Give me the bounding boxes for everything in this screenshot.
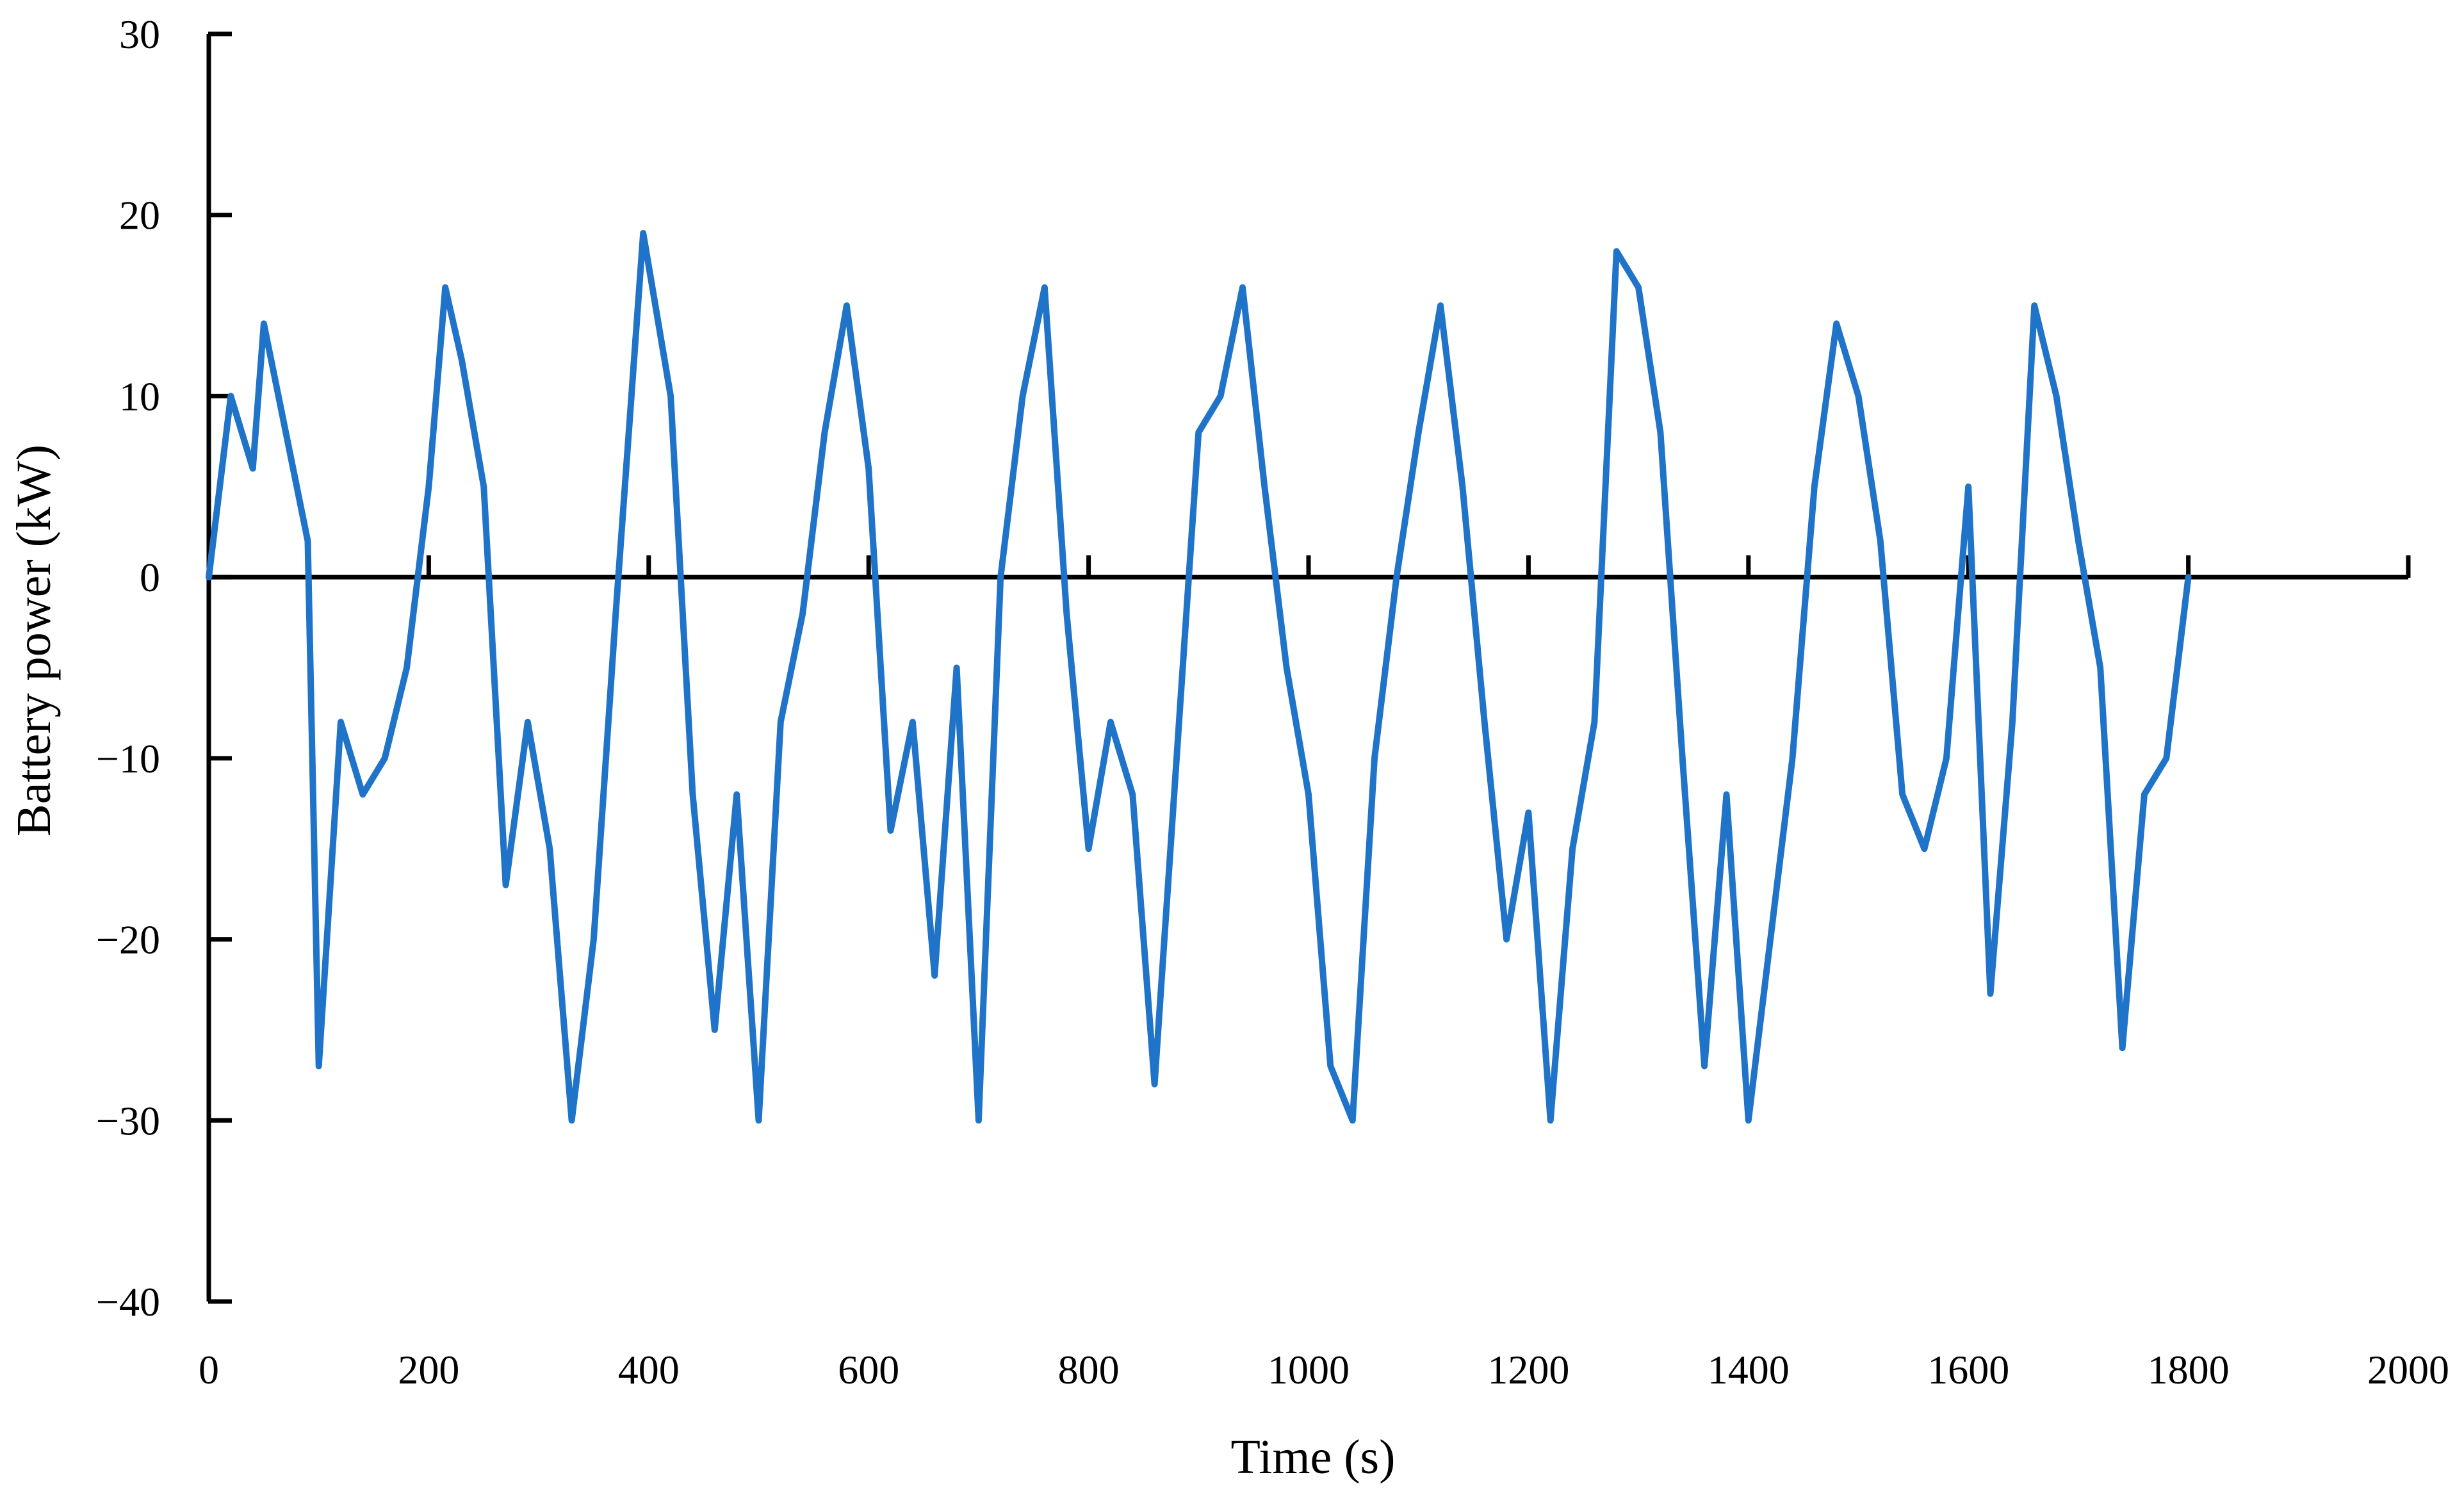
y-tick-label: −40 xyxy=(96,1279,160,1325)
y-tick-label: −30 xyxy=(96,1098,160,1143)
x-tick-label: 1000 xyxy=(1268,1347,1350,1392)
y-tick-label: 0 xyxy=(140,555,160,600)
x-tick-label: 200 xyxy=(398,1347,459,1392)
y-axis-ticks: 30 20 10 0 −10 −20 −30 −40 xyxy=(96,12,232,1325)
y-tick-label: −10 xyxy=(96,736,160,781)
series-group xyxy=(206,230,2192,1124)
x-tick-label: 0 xyxy=(199,1347,219,1392)
x-tick-label: 600 xyxy=(838,1347,899,1392)
battery-power-series-line xyxy=(206,230,2192,1124)
axes xyxy=(206,34,2408,1301)
y-tick-label: 10 xyxy=(119,373,160,419)
x-tick-label: 400 xyxy=(618,1347,680,1392)
x-tick-label: 1800 xyxy=(2148,1347,2230,1392)
y-tick-label: 30 xyxy=(119,12,160,57)
x-tick-label: 800 xyxy=(1058,1347,1120,1392)
x-tick-label: 1400 xyxy=(1708,1347,1790,1392)
y-tick-label: 20 xyxy=(119,193,160,238)
x-tick-label: 1200 xyxy=(1487,1347,1569,1392)
x-axis-ticks: 0 200 400 600 800 1000 1200 1400 1600 1800 2000 xyxy=(199,555,2449,1392)
y-tick-label: −20 xyxy=(96,917,160,963)
y-axis-title: Battery power (kW) xyxy=(7,445,61,836)
x-tick-label: 2000 xyxy=(2367,1347,2449,1392)
x-axis-title: Time (s) xyxy=(1231,1430,1396,1484)
x-tick-label: 1600 xyxy=(1927,1347,2009,1392)
